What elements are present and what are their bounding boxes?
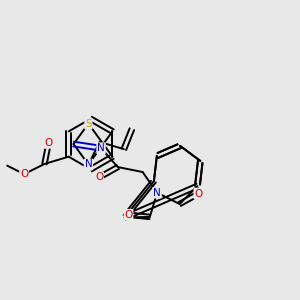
Text: N: N: [153, 188, 161, 198]
Text: O: O: [95, 172, 103, 182]
Text: O: O: [45, 138, 53, 148]
Text: N: N: [85, 160, 92, 170]
Text: S: S: [85, 118, 92, 129]
Text: O: O: [20, 169, 28, 179]
Text: O: O: [124, 210, 133, 220]
Text: O: O: [194, 189, 202, 199]
Text: N: N: [97, 143, 105, 153]
